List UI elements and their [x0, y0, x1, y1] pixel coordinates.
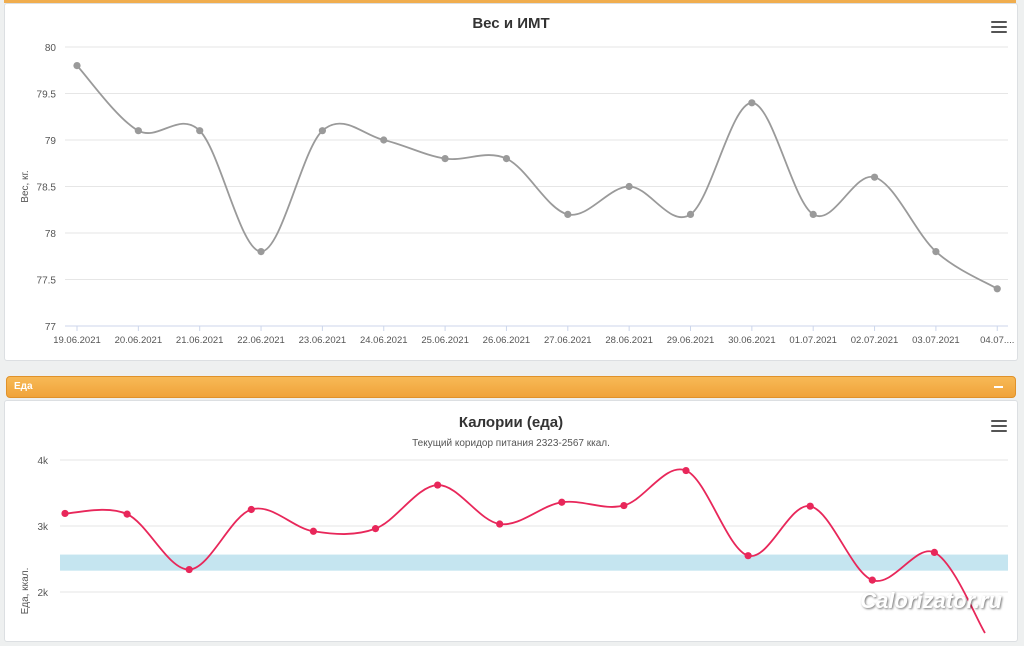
data-point — [809, 210, 817, 218]
hamburger-menu-icon[interactable] — [991, 420, 1007, 433]
data-point — [371, 525, 380, 533]
y-tick-label: 80 — [45, 43, 57, 54]
y-tick-label: 79 — [45, 136, 57, 147]
chart-title: Калории (еда) — [459, 414, 563, 431]
y-tick-label: 79.5 — [37, 90, 57, 101]
data-point — [870, 173, 879, 181]
y-tick-label: 3k — [37, 522, 49, 533]
x-tick-label: 04.07.... — [980, 335, 1014, 346]
x-tick-label: 25.06.2021 — [421, 335, 469, 346]
data-point — [625, 182, 633, 191]
top-accent-strip — [4, 0, 1016, 3]
y-tick-label: 77 — [45, 322, 57, 333]
data-point — [434, 481, 442, 489]
data-point — [123, 510, 131, 518]
series-line — [64, 468, 986, 634]
x-tick-label: 27.06.2021 — [544, 335, 592, 346]
y-tick-label: 4k — [37, 456, 49, 467]
data-point — [73, 62, 81, 70]
nutrition-corridor-band — [60, 554, 1008, 571]
x-tick-label: 01.07.2021 — [789, 335, 837, 346]
data-point — [441, 155, 449, 163]
data-point — [61, 509, 69, 518]
data-point — [318, 127, 326, 135]
data-point — [496, 520, 504, 528]
y-tick-label: 78 — [45, 229, 57, 240]
data-point — [748, 99, 756, 107]
data-point — [380, 136, 388, 144]
x-tick-label: 02.07.2021 — [851, 335, 899, 346]
data-point — [558, 498, 566, 506]
data-point — [868, 576, 876, 584]
data-point — [620, 501, 628, 510]
weight-chart-panel: Вес и ИМТ 80 79.5 79 78.5 78 77.5 77 19.06.2021 2… — [4, 3, 1018, 361]
x-tick-label: 03.07.2021 — [912, 335, 960, 346]
y-axis-label: Еда, ккал. — [20, 568, 31, 615]
data-point — [196, 127, 204, 135]
calorie-chart: Калории (еда) Текущий коридор питания 232… — [20, 414, 1008, 634]
data-point — [686, 210, 695, 218]
data-point — [930, 548, 939, 556]
weight-chart: Вес и ИМТ 80 79.5 79 78.5 78 77.5 77 19.06.2021 2… — [20, 15, 1014, 346]
x-tick-label: 29.06.2021 — [667, 335, 715, 346]
hamburger-menu-icon[interactable] — [991, 21, 1007, 34]
x-tick-label: 22.06.2021 — [237, 335, 285, 346]
y-tick-label: 78.5 — [37, 183, 57, 194]
chart-title: Вес и ИМТ — [472, 15, 549, 32]
data-point — [185, 565, 193, 574]
x-tick-label: 28.06.2021 — [605, 335, 653, 346]
x-tick-label: 20.06.2021 — [115, 335, 163, 346]
y-axis-label: Вес, кг. — [20, 170, 31, 202]
data-point — [502, 155, 511, 163]
food-section-title: Еда — [14, 381, 33, 392]
series-line — [76, 64, 998, 290]
chart-subtitle: Текущий коридор питания 2323-2567 ккал. — [412, 438, 610, 449]
watermark: Calorizator.ru — [860, 588, 1002, 613]
y-tick-label: 2k — [37, 588, 49, 599]
data-point — [247, 505, 255, 514]
minus-icon[interactable] — [994, 386, 1003, 388]
y-tick-label: 77.5 — [37, 276, 57, 287]
data-point — [134, 127, 142, 135]
food-section-header[interactable]: Еда — [6, 376, 1016, 398]
x-tick-label: 23.06.2021 — [299, 335, 347, 346]
data-point — [564, 210, 572, 218]
x-tick-label: 26.06.2021 — [483, 335, 531, 346]
data-point — [309, 527, 317, 535]
x-tick-label: 21.06.2021 — [176, 335, 224, 346]
data-point — [257, 248, 265, 256]
x-tick-label: 30.06.2021 — [728, 335, 776, 346]
data-point — [744, 552, 752, 560]
data-point — [932, 248, 940, 256]
x-tick-label: 24.06.2021 — [360, 335, 408, 346]
data-point — [682, 466, 690, 475]
data-point — [806, 502, 814, 510]
data-point — [993, 285, 1001, 293]
x-tick-label: 19.06.2021 — [53, 335, 101, 346]
calorie-chart-panel: Калории (еда) Текущий коридор питания 232… — [4, 400, 1018, 642]
